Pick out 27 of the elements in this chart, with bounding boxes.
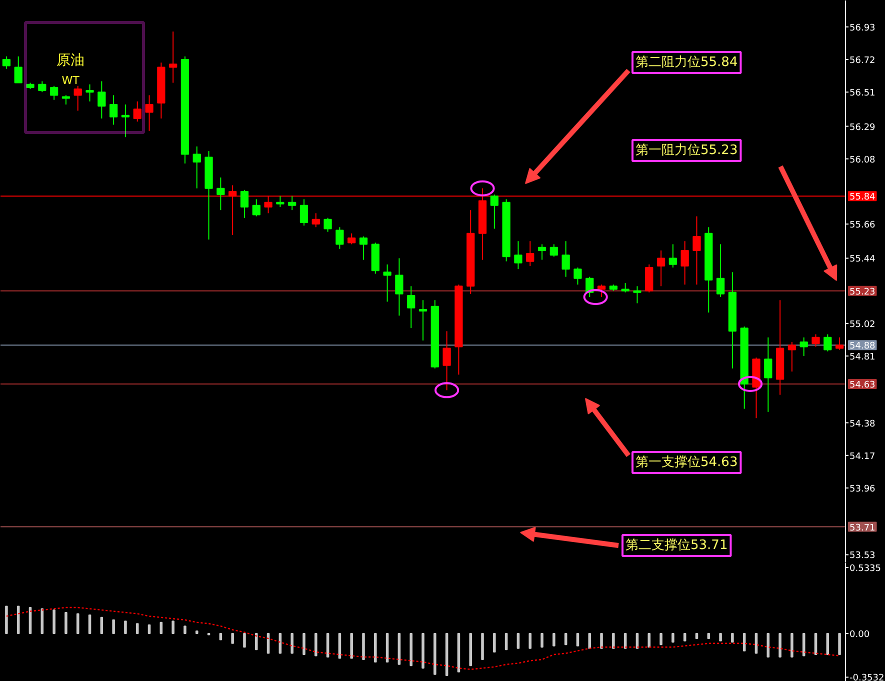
annotation: WT xyxy=(62,74,80,87)
annotation: 原油 xyxy=(56,52,84,68)
y-tick-label: 55.02 xyxy=(850,320,876,330)
y-tick-label: -0.3532 xyxy=(850,674,884,681)
y-tick-label: 54.81 xyxy=(850,352,876,363)
y-tick-label: 56.08 xyxy=(850,155,876,166)
y-tick-label: 56.29 xyxy=(850,122,876,133)
y-tick-label: 56.93 xyxy=(850,23,876,34)
y-tick-label: 0.00 xyxy=(850,630,870,640)
y-tick-label: 55.66 xyxy=(850,220,876,231)
annotation: 第二阻力位55.84 xyxy=(636,55,738,70)
y-tick-label: 53.96 xyxy=(850,484,876,494)
y-tick-label: 53.53 xyxy=(850,551,876,562)
ref-line-label: 54.63 xyxy=(850,380,876,390)
ref-line-label: 55.23 xyxy=(850,287,876,298)
annotation: 第一支撑位54.63 xyxy=(636,455,738,470)
y-tick-label: 56.51 xyxy=(850,88,876,99)
y-tick-label: 54.38 xyxy=(850,419,876,430)
annotation: 第一阻力位55.23 xyxy=(636,143,738,158)
y-tick-label: 55.44 xyxy=(850,254,876,265)
y-tick-label: 0.5335 xyxy=(850,564,881,574)
ref-line-label: 53.71 xyxy=(850,523,876,534)
ref-line-label: 54.88 xyxy=(850,342,876,352)
y-tick-label: 54.17 xyxy=(850,452,876,462)
annotation: 第二支撑位53.71 xyxy=(626,538,728,553)
y-tick-label: 56.72 xyxy=(850,56,876,66)
ref-line-label: 55.84 xyxy=(850,192,876,203)
